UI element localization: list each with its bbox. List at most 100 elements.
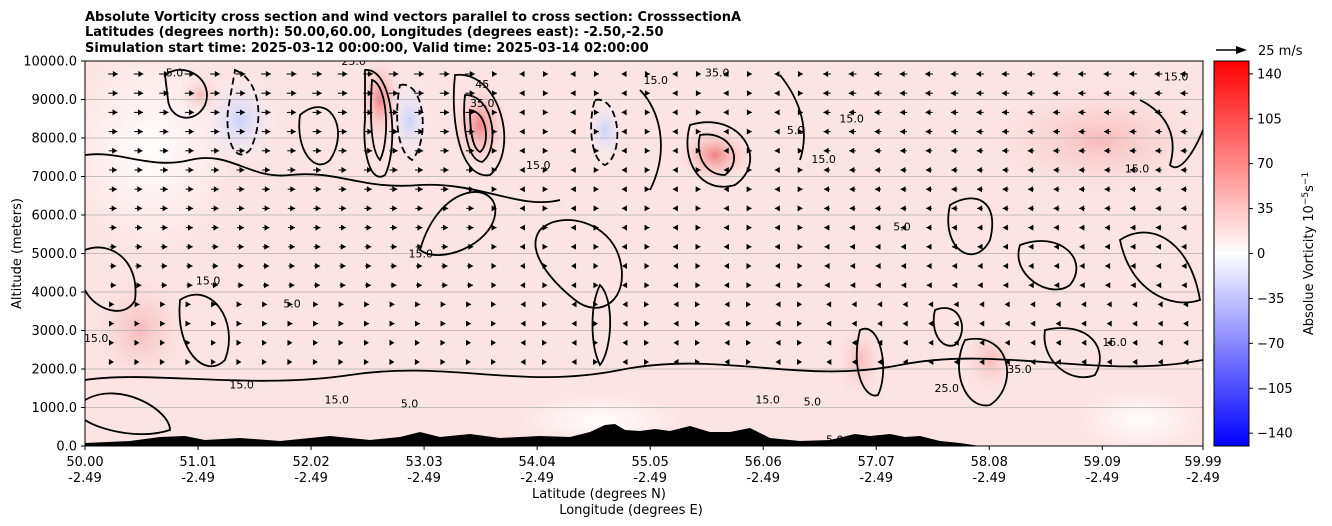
wind-vector-head — [367, 109, 373, 116]
wind-vector — [644, 359, 649, 365]
wind-vector-head — [952, 282, 958, 289]
wind-vector — [695, 71, 701, 77]
contour-label: 15.0 — [1102, 336, 1127, 349]
wind-vector-head — [316, 167, 322, 173]
wind-vector-head — [112, 167, 118, 173]
wind-vector — [109, 320, 115, 327]
wind-vector-head — [1052, 109, 1058, 116]
wind-vector-head — [392, 205, 398, 212]
wind-vector-head — [160, 301, 166, 308]
wind-vector-head — [672, 186, 678, 193]
wind-vector — [571, 359, 577, 365]
wind-vector — [416, 282, 422, 289]
wind-vector — [1105, 282, 1111, 289]
wind-vector-head — [925, 71, 931, 77]
wind-vector-head — [159, 359, 165, 365]
wind-vector-head — [746, 90, 752, 97]
wind-vector-head — [672, 71, 678, 77]
wind-vector-head — [950, 71, 956, 77]
wind-vector — [1004, 320, 1010, 327]
wind-vector-head — [1130, 224, 1136, 231]
wind-vector — [746, 90, 752, 97]
wind-vector-head — [265, 71, 271, 77]
wind-vector — [951, 167, 958, 173]
wind-vector — [875, 282, 881, 289]
wind-vector — [797, 147, 803, 154]
wind-vector — [570, 71, 576, 77]
wind-vector-head — [1155, 128, 1161, 135]
wind-vector-head — [1053, 205, 1059, 212]
contour-label: 15.0 — [755, 394, 780, 407]
wind-vector-head — [1132, 359, 1138, 365]
wind-vector — [160, 186, 168, 193]
wind-vector-head — [797, 263, 803, 269]
wind-vector-head — [1027, 186, 1033, 193]
wind-vector — [542, 243, 548, 250]
wind-vector-head — [1079, 263, 1085, 269]
wind-vector-head — [874, 71, 880, 77]
wind-vector — [440, 359, 446, 365]
wind-vector-head — [163, 128, 169, 135]
wind-vector-head — [1078, 128, 1084, 135]
wind-vector-head — [1053, 147, 1059, 154]
wind-vector-head — [264, 263, 270, 269]
wind-vector — [644, 109, 650, 116]
wind-vector — [826, 339, 832, 346]
wind-vector — [134, 186, 143, 193]
wind-vector-head — [673, 282, 679, 289]
wind-vector-head — [644, 282, 650, 289]
wind-vector — [520, 263, 526, 269]
wind-vector-head — [542, 243, 548, 250]
wind-vector-head — [1130, 263, 1136, 269]
wind-vector — [875, 263, 881, 269]
wind-vector-head — [414, 339, 420, 346]
wind-vector-head — [1155, 224, 1161, 231]
wind-vector-head — [797, 167, 803, 173]
wind-vector-head — [238, 224, 244, 231]
wind-vector-head — [1155, 243, 1161, 250]
wind-vector-head — [468, 205, 474, 212]
wind-vector-head — [1030, 359, 1036, 365]
wind-vector — [519, 224, 525, 231]
wind-vector-head — [469, 109, 475, 116]
wind-vector-head — [848, 90, 854, 97]
x-tick-label-latitude: 56.06 — [745, 455, 782, 470]
wind-vector — [1027, 167, 1035, 173]
wind-vector-head — [1002, 167, 1008, 173]
wind-vector — [160, 301, 166, 308]
wind-vector-head — [1002, 147, 1008, 154]
wind-vector — [571, 320, 577, 327]
contour-label: 5.0 — [283, 297, 301, 310]
wind-vector — [108, 339, 114, 346]
wind-vector-head — [746, 320, 751, 327]
wind-vector-head — [746, 71, 752, 77]
wind-vector-head — [826, 359, 832, 365]
wind-vector — [390, 224, 397, 231]
wind-vector-head — [1053, 167, 1059, 173]
wind-vector — [414, 71, 424, 77]
wind-vector-head — [520, 263, 526, 269]
wind-vector — [950, 90, 959, 97]
colorbar-label: Absolue Vorticity 10−5s−1 — [1301, 172, 1317, 335]
wind-vector-head — [571, 320, 577, 327]
wind-vector-head — [900, 243, 906, 250]
wind-vector — [823, 90, 831, 97]
wind-vector — [491, 186, 497, 193]
wind-vector — [1027, 109, 1035, 116]
wind-vector-head — [570, 128, 576, 135]
wind-vector — [593, 186, 599, 193]
wind-vector — [622, 320, 628, 327]
contour-label: 15.0 — [839, 113, 864, 126]
wind-vector — [363, 71, 373, 77]
wind-vector-head — [823, 109, 829, 116]
wind-vector — [1106, 359, 1112, 365]
wind-vector — [186, 243, 193, 250]
wind-vector-head — [163, 147, 169, 154]
wind-vector-head — [571, 301, 577, 308]
wind-vector — [695, 282, 701, 289]
wind-vector-head — [491, 263, 497, 269]
wind-vector-head — [593, 186, 599, 193]
y-tick-label: 0.0 — [56, 440, 77, 455]
wind-vector — [1104, 167, 1111, 173]
wind-vector-head — [1129, 147, 1135, 154]
